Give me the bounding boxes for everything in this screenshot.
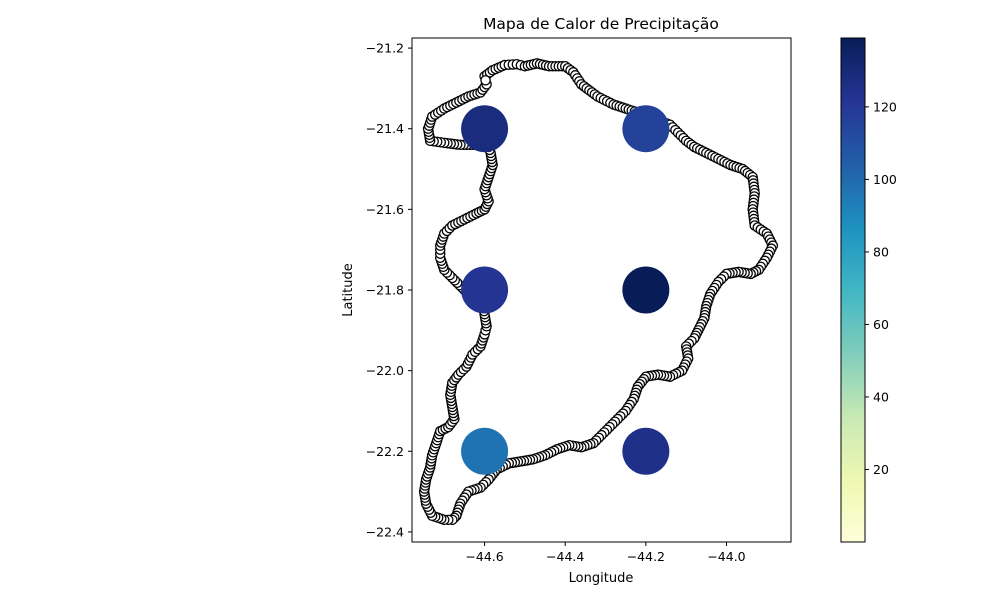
x-axis-label: Longitude — [569, 571, 634, 586]
x-tick-label: −44.0 — [707, 549, 745, 564]
y-tick-label: −21.4 — [366, 121, 404, 136]
precipitation-point — [622, 427, 670, 475]
y-tick-label: −21.6 — [366, 202, 404, 217]
boundary-marker — [480, 75, 491, 86]
colorbar: 20 40 60 80 100 120 — [840, 37, 897, 543]
colorbar-tick-label: 100 — [873, 172, 897, 187]
precipitation-point — [461, 427, 509, 475]
precipitation-point — [461, 266, 509, 314]
chart-title: Mapa de Calor de Precipitação — [483, 15, 719, 33]
precipitation-point — [622, 266, 670, 314]
x-tick-label: −44.2 — [627, 549, 665, 564]
plot-area — [418, 58, 779, 526]
y-tick-label: −21.2 — [366, 41, 404, 56]
x-axis: −44.6 −44.4 −44.2 −44.0 — [465, 542, 746, 564]
colorbar-gradient — [840, 37, 866, 543]
colorbar-tick-label: 60 — [873, 317, 889, 332]
colorbar-tick-label: 20 — [873, 462, 889, 477]
y-tick-label: −22.0 — [366, 363, 404, 378]
y-axis: −21.2 −21.4 −21.6 −21.8 −22.0 −22.2 −22.4 — [366, 41, 412, 539]
colorbar-ticks: 20 40 60 80 100 120 — [865, 99, 897, 477]
y-tick-label: −21.8 — [366, 283, 404, 298]
precipitation-point — [461, 105, 509, 153]
points-layer — [461, 105, 670, 475]
y-tick-label: −22.4 — [366, 524, 404, 539]
y-tick-label: −22.2 — [366, 444, 404, 459]
colorbar-tick-label: 40 — [873, 389, 889, 404]
y-axis-label: Latitude — [341, 263, 356, 317]
colorbar-tick-label: 80 — [873, 244, 889, 259]
colorbar-tick-label: 120 — [873, 99, 897, 114]
precipitation-point — [622, 105, 670, 153]
x-tick-label: −44.6 — [465, 549, 503, 564]
x-tick-label: −44.4 — [546, 549, 584, 564]
